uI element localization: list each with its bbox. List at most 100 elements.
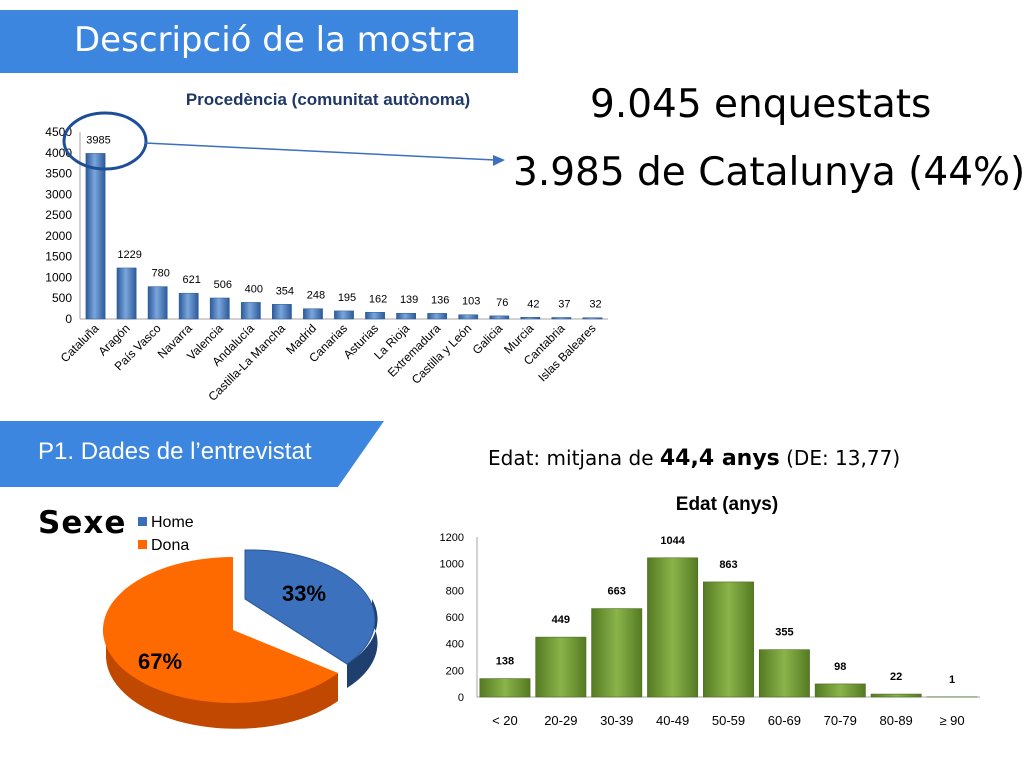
highlight-arrow — [145, 143, 495, 160]
age-data-label: 1044 — [660, 535, 685, 547]
age-data-label: 355 — [775, 627, 793, 639]
region-data-label: 37 — [558, 298, 570, 310]
region-data-label: 103 — [462, 296, 480, 308]
age-category-label: 20-29 — [544, 713, 577, 728]
region-bar — [210, 298, 229, 319]
region-category-label: Cataluña — [58, 321, 102, 365]
region-data-label: 162 — [369, 293, 387, 305]
region-y-tick: 1500 — [45, 250, 72, 264]
pie-label-dona: 67% — [138, 649, 182, 674]
legend-swatch-home — [138, 517, 147, 526]
age-data-label: 22 — [890, 671, 902, 683]
age-category-label: 80-89 — [880, 713, 913, 728]
region-y-tick: 3500 — [45, 167, 72, 181]
region-bar — [272, 304, 291, 319]
age-y-tick: 400 — [446, 639, 464, 651]
age-summary: Edat: mitjana de 44,4 anys (DE: 13,77) — [488, 446, 900, 471]
age-bar — [703, 582, 753, 697]
age-mean: 44,4 anys — [660, 446, 780, 471]
region-bar — [396, 313, 415, 319]
age-y-tick: 600 — [446, 612, 464, 624]
age-y-tick: 800 — [446, 585, 464, 597]
sex-pie-chart: Home Dona 33% 67% — [98, 505, 398, 775]
region-bar — [148, 287, 167, 319]
age-summary-suffix: (DE: 13,77) — [780, 446, 900, 470]
region-data-label: 780 — [151, 268, 169, 280]
region-data-label: 42 — [527, 298, 539, 310]
age-category-label: 60-69 — [768, 713, 801, 728]
age-bar — [536, 637, 586, 697]
age-data-label: 1 — [949, 674, 955, 686]
age-bar — [592, 609, 642, 697]
region-bar — [583, 318, 602, 319]
age-category-label: 70-79 — [824, 713, 857, 728]
age-data-label: 863 — [719, 559, 737, 571]
region-y-tick: 500 — [52, 291, 72, 305]
age-summary-prefix: Edat: mitjana de — [488, 446, 660, 470]
highlight-arrowhead — [493, 155, 505, 166]
age-bar — [759, 650, 809, 697]
region-data-label: 248 — [307, 290, 325, 302]
age-bar — [647, 558, 697, 697]
region-bar — [552, 317, 571, 319]
legend-label-dona: Dona — [151, 537, 189, 554]
age-data-label: 98 — [834, 661, 846, 673]
section-banner: P1. Dades de l’entrevistat — [0, 421, 384, 487]
age-data-label: 663 — [608, 586, 626, 598]
region-bar — [428, 313, 447, 319]
age-category-label: 50-59 — [712, 713, 745, 728]
section-title: P1. Dades de l’entrevistat — [38, 438, 311, 466]
region-data-label: 1229 — [117, 249, 141, 261]
region-data-label: 354 — [276, 285, 294, 297]
region-data-label: 400 — [245, 283, 263, 295]
age-data-label: 449 — [552, 614, 570, 626]
age-bar-chart: Edat (anys) 0 200 400 600 800 1000 1200 138 449… — [430, 490, 990, 760]
region-data-label: 3985 — [86, 134, 110, 146]
region-bar — [86, 153, 105, 319]
age-category-label: ≥ 90 — [939, 713, 964, 728]
header-banner: Descripció de la mostra — [0, 10, 518, 73]
age-y-tick: 1000 — [440, 559, 464, 571]
total-respondents: 9.045 enquestats — [590, 82, 931, 127]
region-bar — [365, 312, 384, 319]
age-chart-title: Edat (anys) — [676, 494, 778, 515]
age-bar — [815, 684, 865, 697]
age-category-label: 40-49 — [656, 713, 689, 728]
region-chart-title: Procedència (comunitat autònoma) — [186, 90, 470, 109]
age-category-label: 30-39 — [600, 713, 633, 728]
region-bar — [521, 317, 540, 319]
pie-legend: Home Dona — [138, 514, 194, 554]
region-bar — [303, 309, 322, 319]
region-data-label: 76 — [496, 297, 508, 309]
region-data-label: 195 — [338, 292, 356, 304]
region-bar-chart: Procedència (comunitat autònoma) 0 500 100… — [0, 78, 620, 408]
region-category-label: Galicia — [470, 321, 506, 357]
age-y-tick: 0 — [458, 692, 464, 704]
region-data-label: 621 — [183, 274, 201, 286]
region-bar — [490, 316, 509, 319]
age-category-label: < 20 — [492, 713, 518, 728]
region-y-tick: 3000 — [45, 187, 72, 201]
region-bar — [179, 293, 198, 319]
pie-label-home: 33% — [282, 581, 326, 606]
region-y-tick: 0 — [65, 312, 72, 326]
region-y-tick: 2500 — [45, 208, 72, 222]
age-bar — [871, 694, 921, 697]
region-bar — [117, 268, 136, 319]
region-data-label: 506 — [214, 279, 232, 291]
region-bar — [459, 315, 478, 319]
legend-swatch-dona — [138, 540, 147, 549]
legend-label-home: Home — [151, 514, 194, 531]
region-data-label: 32 — [589, 299, 601, 311]
region-data-label: 139 — [400, 294, 418, 306]
region-data-label: 136 — [431, 294, 449, 306]
region-bar — [334, 311, 353, 319]
age-y-tick: 200 — [446, 665, 464, 677]
region-y-tick: 2000 — [45, 229, 72, 243]
age-data-label: 138 — [496, 656, 514, 668]
age-y-tick: 1200 — [440, 532, 464, 544]
page-title: Descripció de la mostra — [74, 20, 476, 60]
region-y-tick: 1000 — [45, 270, 72, 284]
region-bar — [241, 302, 260, 319]
age-bar — [480, 679, 530, 697]
